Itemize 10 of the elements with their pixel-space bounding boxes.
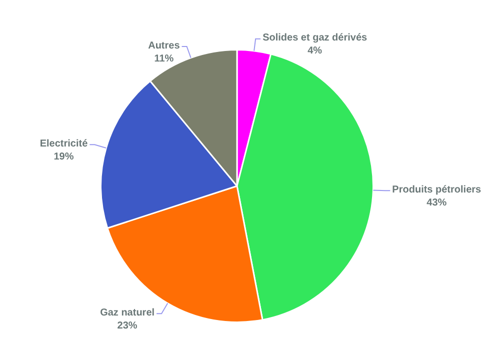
slice-label: Solides et gaz dérivés — [262, 32, 368, 44]
data-label: 4% — [308, 46, 322, 57]
slice-label: Electricité — [40, 138, 88, 150]
data-label: 11% — [154, 53, 174, 64]
slice-label: Autres — [148, 40, 180, 52]
slice-label: Produits pétroliers — [392, 184, 482, 196]
data-label: 23% — [117, 320, 138, 332]
data-label: 43% — [426, 197, 447, 208]
slice-label: Gaz naturel — [100, 307, 155, 318]
data-label: 19% — [54, 151, 74, 162]
